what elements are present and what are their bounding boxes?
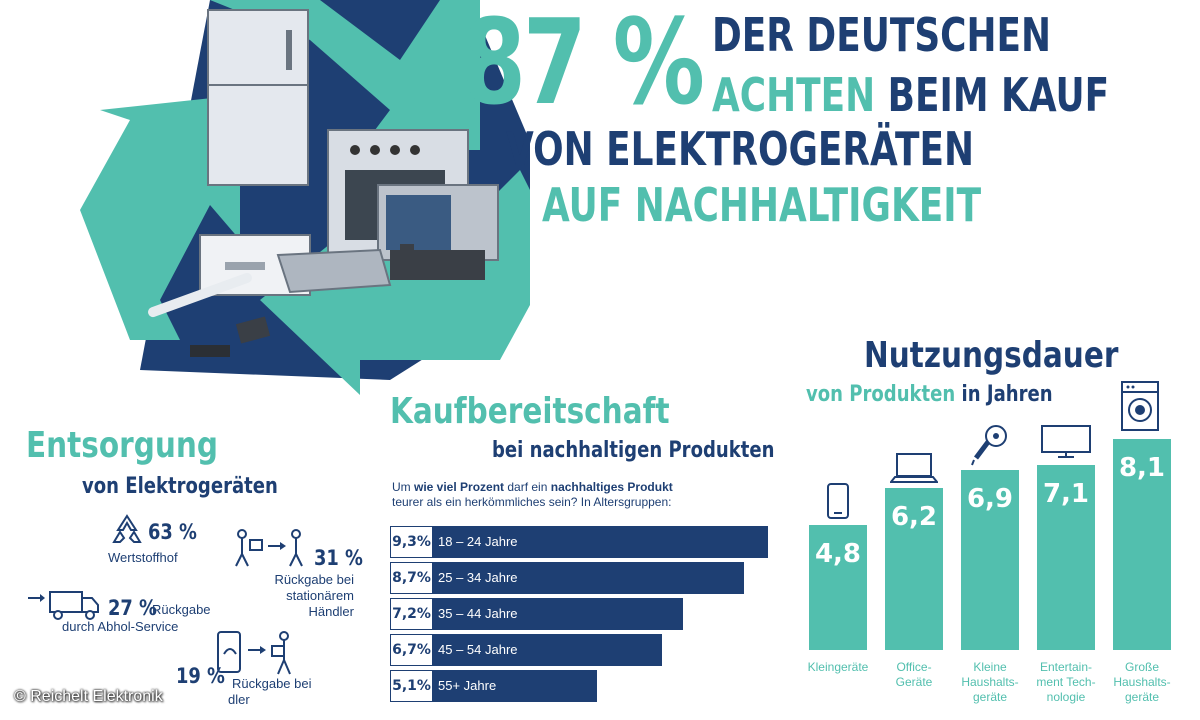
usage-subtitle-part-2: in Jahren [961,382,1053,407]
online-return-icon [217,631,291,675]
smartphone-icon [827,483,849,519]
willingness-bar: 9,3% 18 – 24 Jahre [390,526,768,558]
headline-line-2-rest: BEIM KAUF [887,68,1110,122]
disposal-label-4-below: dler [228,692,250,707]
laptop-icon [890,453,938,483]
tv-icon [1041,425,1091,458]
recycle-icon [112,514,142,543]
willingness-category-label: 18 – 24 Jahre [438,534,518,549]
willingness-value-label: 7,2% [392,606,431,622]
disposal-label-4-inline: Rückgabe bei [232,676,312,691]
headline-line-3: VON ELEKTROGERÄTEN [506,122,975,176]
disposal-subtitle: von Elektrogeräten [82,474,278,499]
headline-line-2: ACHTEN BEIM KAUF [712,70,1109,120]
delivery-truck-icon [28,591,99,620]
copyright-text: © Reichelt Elektronik [14,688,163,705]
usage-bar [1113,439,1171,650]
willingness-bar: 7,2% 35 – 44 Jahre [390,598,683,630]
handover-icon [235,529,303,567]
disposal-percent-3: 27 % [108,596,157,620]
disposal-percent-1: 63 % [148,520,197,544]
willingness-category-label: 55+ Jahre [438,678,497,693]
note-bold-2: nachhaltiges Produkt [550,480,673,494]
willingness-bar: 8,7% 25 – 34 Jahre [390,562,744,594]
note-part-2: darf ein [504,480,551,494]
usage-bar [961,470,1019,650]
note-part-1: Um [392,480,414,494]
usage-category-label: Kleingeräte [807,660,869,674]
usage-category-label: Office- Geräte [895,660,933,689]
usage-subtitle-part-1: von Produkten [806,382,956,407]
washing-machine-icon [1121,381,1159,431]
willingness-value-box: 7,2% [390,598,433,630]
willingness-value-box: 8,7% [390,562,433,594]
usage-value-label: 6,9 [966,484,1014,514]
willingness-bar: 6,7% 45 – 54 Jahre [390,634,662,666]
usage-category-label: Große Haushalts-geräte [1113,660,1171,704]
willingness-value-label: 5,1% [392,678,431,694]
disposal-title: Entsorgung [26,425,218,466]
note-part-3: teurer als ein herkömmliches sein? In Al… [392,495,672,509]
usage-subtitle: von Produkten in Jahren [806,382,1053,408]
note-bold-1: wie viel Prozent [414,480,505,494]
willingness-title: Kaufbereitschaft [390,391,670,432]
calculator-icon [235,316,271,344]
headline-percent: 87 % [462,0,705,131]
usage-category-label: Kleine Haushalts-geräte [961,660,1019,704]
usage-bar [885,488,943,650]
willingness-value-label: 9,3% [392,534,431,550]
usage-value-label: 8,1 [1118,453,1166,483]
disposal-percent-2: 31 % [314,546,363,570]
recycle-arrow-right [260,170,530,395]
disposal-label-2: Rückgabe bei stationärem Händler [274,572,355,619]
usb-stick-icon [190,345,230,357]
disposal-label-3-below: durch Abhol-Service [62,619,179,634]
willingness-category-label: 35 – 44 Jahre [438,606,518,621]
willingness-value-box: 6,7% [390,634,433,666]
usage-value-label: 7,1 [1042,479,1090,509]
willingness-category-label: 45 – 54 Jahre [438,642,518,657]
usage-value-label: 4,8 [814,539,862,569]
usage-value-label: 6,2 [890,502,938,532]
recycle-arrow-top [210,0,480,150]
hairdryer-icon [971,425,1007,466]
willingness-question: Um wie viel Prozent darf ein nachhaltige… [392,480,692,510]
microwave-icon [377,184,499,261]
headline-line-4: AUF NACHHALTIGKEIT [542,178,982,232]
willingness-subtitle: bei nachhaltigen Produkten [492,438,775,463]
usage-category-label: Entertain-ment Tech-nologie [1036,660,1096,704]
laptop-icon [276,248,392,294]
willingness-value-box: 9,3% [390,526,433,558]
disposal-percent-4: 19 % [176,664,225,688]
willingness-value-label: 6,7% [392,642,431,658]
usage-title: Nutzungsdauer [864,335,1119,376]
recycle-arrow-left [80,95,240,340]
willingness-bar: 5,1% 55+ Jahre [390,670,597,702]
willingness-value-label: 8,7% [392,570,431,586]
usage-bar [809,525,867,650]
disposal-label-3-inline: Rückgabe [152,602,211,617]
recycling-illustration [80,0,530,395]
headline-highlight: ACHTEN [712,68,876,122]
fridge-icon [207,9,309,186]
tube-light-icon [148,272,252,318]
headline-line-1: DER DEUTSCHEN [712,8,1052,62]
usage-bar [1037,465,1095,650]
willingness-category-label: 25 – 34 Jahre [438,570,518,585]
disposal-label-1: Wertstoffhof [108,550,178,565]
battery-icon [390,244,485,280]
willingness-value-box: 5,1% [390,670,433,702]
